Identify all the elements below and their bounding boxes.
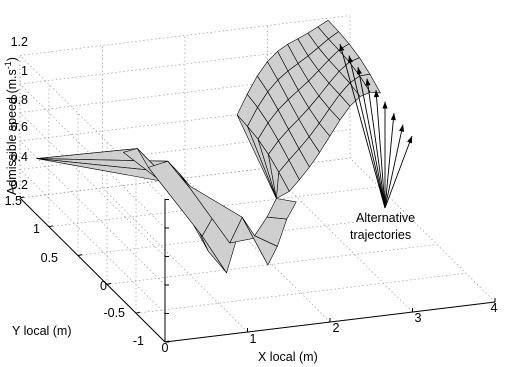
trajectory-arrow-line — [375, 89, 386, 209]
trajectory-arrow-line — [366, 78, 386, 209]
trajectory-arrowhead — [390, 113, 396, 121]
surface-facet — [276, 171, 290, 199]
trajectory-arrow-line — [384, 112, 395, 209]
y-tick-mark — [19, 196, 25, 199]
grid-line — [77, 215, 409, 256]
grid-line — [19, 112, 166, 257]
z-tick-labels: 1.2 1 0.8 0.6 0.4 0.2 — [11, 35, 28, 192]
surface-facet — [266, 198, 297, 220]
trajectory-arrow-line — [384, 135, 413, 209]
z-tick-label: 1 — [21, 64, 28, 78]
surface-facet — [359, 73, 381, 94]
surface-mesh — [36, 19, 381, 274]
y-tick-label: 1 — [33, 222, 40, 236]
x-axis-label: X local (m) — [258, 350, 318, 364]
y-tick-mark — [164, 340, 170, 343]
grid-line — [106, 244, 438, 285]
y-axis-label: Y local (m) — [12, 324, 72, 338]
trajectory-arrows — [339, 43, 413, 209]
trajectory-arrowhead — [373, 90, 380, 98]
grid-lines — [19, 15, 496, 343]
trajectory-arrow-line — [357, 66, 386, 209]
z-tick-label: 0.6 — [11, 120, 28, 134]
x-tick-label: 1 — [250, 332, 257, 346]
x-tick-label: 4 — [491, 301, 498, 315]
z-tick-label: 1.2 — [11, 35, 28, 49]
y-tick-mark — [77, 254, 83, 257]
x-tick-labels: 0 1 2 3 4 — [162, 301, 498, 355]
trajectory-arrowhead — [365, 78, 371, 86]
annotation-line-2: trajectories — [350, 228, 411, 242]
trajectory-arrowhead — [382, 101, 388, 109]
trajectory-arrow-line — [348, 55, 386, 209]
z-axis-label: Admissible speed (m.s-1) — [3, 57, 19, 195]
y-axis-line — [19, 197, 166, 343]
trajectory-arrowhead — [348, 55, 354, 63]
trajectory-arrowhead — [407, 136, 412, 144]
x-tick-label: 0 — [162, 341, 169, 355]
trajectory-arrowhead — [339, 44, 345, 52]
grid-line — [48, 186, 380, 228]
y-tick-labels: 1.5 1 0.5 0 -0.5 -1 — [5, 194, 144, 348]
x-tick-label: 2 — [333, 321, 340, 335]
grid-line — [19, 169, 166, 314]
y-tick-label: -0.5 — [103, 306, 125, 320]
annotation-line-1: Alternative — [356, 211, 415, 225]
y-tick-mark — [48, 225, 54, 228]
z-tick-label: 0.4 — [11, 150, 28, 164]
z-tick-label: 0.8 — [11, 93, 28, 107]
grid-line — [19, 15, 351, 56]
y-tick-label: 0 — [100, 279, 107, 293]
trajectory-arrow-line — [339, 43, 386, 209]
y-tick-mark — [135, 311, 141, 314]
trajectory-arrow-line — [384, 124, 404, 209]
axes-box — [19, 196, 496, 343]
trajectory-arrowhead — [399, 124, 405, 132]
y-tick-label: 1.5 — [5, 194, 22, 208]
y-tick-mark — [106, 282, 112, 285]
trajectory-arrowhead — [356, 67, 362, 75]
y-tick-label: 0.5 — [41, 251, 58, 265]
surface-facet — [178, 172, 243, 244]
z-tick-label: 0.2 — [11, 178, 28, 192]
y-tick-label: -1 — [133, 334, 144, 348]
grid-line — [135, 272, 467, 314]
x-tick-label: 3 — [415, 311, 422, 325]
